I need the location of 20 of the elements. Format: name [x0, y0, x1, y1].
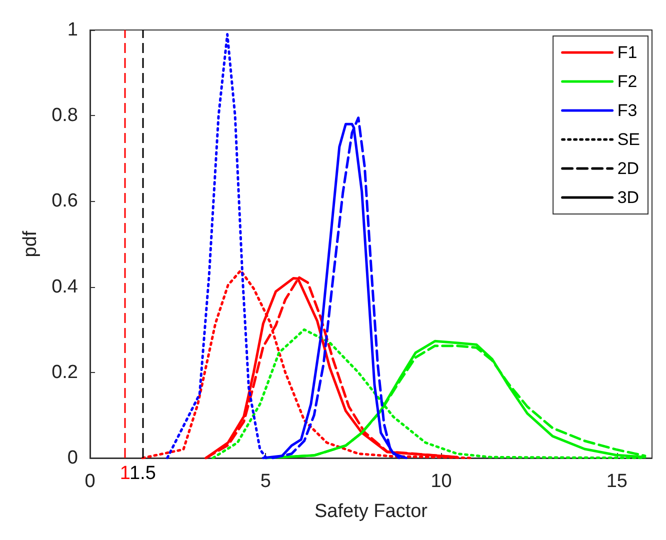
y-tick-label: 0.4	[52, 276, 78, 298]
legend-label: F3	[617, 101, 638, 120]
ref-line-label: 1	[120, 463, 130, 484]
y-axis-title: pdf	[20, 230, 41, 258]
y-tick-label: 0.2	[52, 362, 78, 383]
y-tick-label: 0.6	[52, 190, 78, 212]
legend-label: 2D	[617, 159, 640, 178]
y-tick-label: 1	[67, 20, 78, 40]
x-tick-label: 10	[430, 471, 452, 492]
x-axis-title: Safety Factor	[314, 501, 428, 522]
legend-label: 3D	[617, 188, 640, 207]
legend-label: F2	[617, 72, 638, 91]
y-tick-label: 0.8	[52, 105, 78, 126]
x-tick-label: 5	[260, 471, 271, 492]
legend-label: F1	[617, 43, 638, 62]
ref-line-label: 1.5	[129, 463, 156, 484]
x-tick-label: 15	[606, 471, 628, 492]
legend-label: SE	[617, 130, 640, 149]
x-tick-label: 0	[84, 471, 96, 492]
y-tick-label: 0	[67, 448, 78, 468]
